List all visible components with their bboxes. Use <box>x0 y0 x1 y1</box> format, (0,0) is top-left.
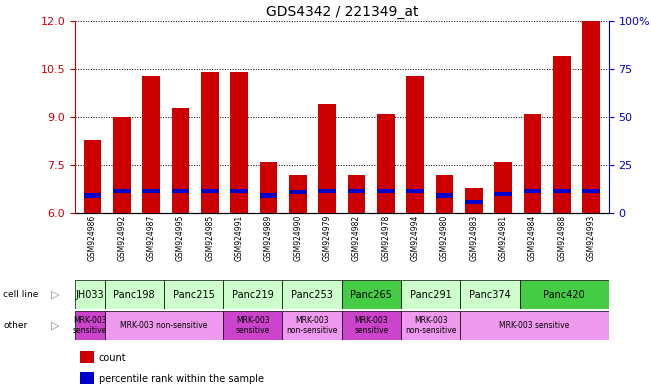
Bar <box>401 311 460 340</box>
Bar <box>465 200 482 204</box>
Bar <box>230 189 248 193</box>
Bar <box>436 175 453 213</box>
Bar <box>523 114 541 213</box>
Bar <box>553 56 570 213</box>
Bar <box>318 104 336 213</box>
Bar <box>460 311 609 340</box>
Bar <box>436 194 453 198</box>
Text: count: count <box>99 353 126 363</box>
Bar <box>348 175 365 213</box>
Bar <box>201 189 219 193</box>
Text: MRK-003
sensitive: MRK-003 sensitive <box>354 316 389 335</box>
Bar <box>465 187 482 213</box>
Bar <box>75 311 105 340</box>
Text: MRK-003 sensitive: MRK-003 sensitive <box>499 321 570 330</box>
Text: Panc291: Panc291 <box>410 290 452 300</box>
Text: Panc265: Panc265 <box>350 290 393 300</box>
Text: ▷: ▷ <box>51 290 60 300</box>
Bar <box>342 280 401 309</box>
Text: percentile rank within the sample: percentile rank within the sample <box>99 374 264 384</box>
Bar <box>377 114 395 213</box>
Bar <box>406 189 424 193</box>
Bar <box>582 189 600 193</box>
Bar <box>406 76 424 213</box>
Bar <box>318 189 336 193</box>
Text: MRK-003 non-sensitive: MRK-003 non-sensitive <box>120 321 208 330</box>
Bar <box>260 194 277 198</box>
Text: MRK-003
non-sensitive: MRK-003 non-sensitive <box>405 316 456 335</box>
Bar <box>401 280 460 309</box>
Bar <box>582 21 600 213</box>
Text: JH033: JH033 <box>76 290 104 300</box>
Text: Panc219: Panc219 <box>232 290 273 300</box>
Bar <box>523 189 541 193</box>
Bar <box>172 189 189 193</box>
Bar <box>494 162 512 213</box>
Bar <box>75 280 105 309</box>
Bar <box>283 280 342 309</box>
Bar <box>143 76 160 213</box>
Bar <box>348 189 365 193</box>
Text: cell line: cell line <box>3 290 38 299</box>
Text: ▷: ▷ <box>51 320 60 331</box>
Bar <box>289 190 307 194</box>
Bar <box>172 108 189 213</box>
Bar <box>553 189 570 193</box>
Bar <box>201 72 219 213</box>
Bar <box>113 117 131 213</box>
Bar <box>84 194 102 198</box>
Bar <box>164 280 223 309</box>
Bar <box>223 280 283 309</box>
Bar <box>289 175 307 213</box>
Bar <box>377 189 395 193</box>
Text: other: other <box>3 321 27 330</box>
Text: MRK-003
non-sensitive: MRK-003 non-sensitive <box>286 316 338 335</box>
Text: Panc215: Panc215 <box>173 290 214 300</box>
Bar <box>113 189 131 193</box>
Bar <box>105 280 164 309</box>
Title: GDS4342 / 221349_at: GDS4342 / 221349_at <box>266 5 418 19</box>
Bar <box>80 372 94 384</box>
Bar <box>80 351 94 363</box>
Bar <box>460 280 519 309</box>
Text: MRK-003
sensitive: MRK-003 sensitive <box>72 316 107 335</box>
Bar <box>143 189 160 193</box>
Text: Panc420: Panc420 <box>544 290 585 300</box>
Bar <box>494 192 512 196</box>
Text: Panc198: Panc198 <box>113 290 155 300</box>
Bar <box>230 72 248 213</box>
Bar <box>105 311 223 340</box>
Bar <box>283 311 342 340</box>
Bar <box>260 162 277 213</box>
Text: Panc374: Panc374 <box>469 290 511 300</box>
Bar <box>519 280 609 309</box>
Bar <box>223 311 283 340</box>
Text: Panc253: Panc253 <box>291 290 333 300</box>
Bar <box>342 311 401 340</box>
Text: MRK-003
sensitive: MRK-003 sensitive <box>236 316 270 335</box>
Bar <box>84 139 102 213</box>
